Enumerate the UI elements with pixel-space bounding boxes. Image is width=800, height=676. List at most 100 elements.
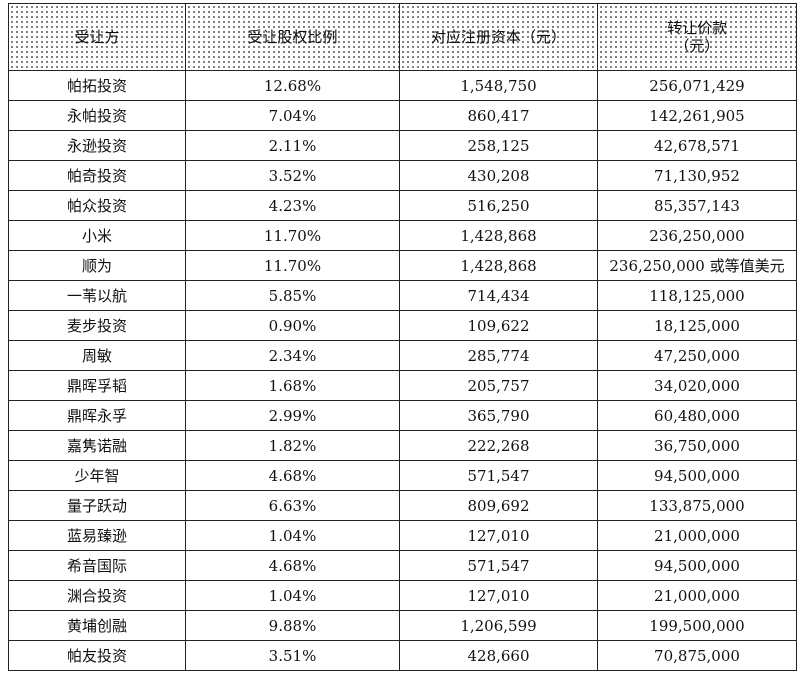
header-row: 受让方 受让股权比例 对应注册资本（元） 转让价款 （元） [8, 3, 797, 71]
cell-transfer-price: 47,250,000 [597, 340, 797, 371]
table-row: 顺为 11.70% 1,428,868 236,250,000 或等值美元 [8, 250, 797, 281]
equity-transfer-table: 受让方 受让股权比例 对应注册资本（元） 转让价款 （元） 帕拓投资 12.68% 1… [8, 3, 797, 671]
cell-transferee: 帕众投资 [8, 190, 186, 221]
cell-registered-capital: 571,547 [399, 550, 598, 581]
cell-transfer-price: 142,261,905 [597, 100, 797, 131]
cell-registered-capital: 809,692 [399, 490, 598, 521]
cell-transferee: 帕拓投资 [8, 70, 186, 101]
cell-equity-ratio: 12.68% [185, 70, 400, 101]
cell-transferee: 帕奇投资 [8, 160, 186, 191]
table-row: 蓝易臻逊 1.04% 127,010 21,000,000 [8, 520, 797, 551]
cell-equity-ratio: 11.70% [185, 250, 400, 281]
cell-equity-ratio: 2.11% [185, 130, 400, 161]
cell-transfer-price: 21,000,000 [597, 580, 797, 611]
cell-registered-capital: 516,250 [399, 190, 598, 221]
table-row: 希音国际 4.68% 571,547 94,500,000 [8, 550, 797, 581]
table-row: 麦步投资 0.90% 109,622 18,125,000 [8, 310, 797, 341]
table-row: 周敏 2.34% 285,774 47,250,000 [8, 340, 797, 371]
table-row: 帕友投资 3.51% 428,660 70,875,000 [8, 640, 797, 671]
cell-transferee: 渊合投资 [8, 580, 186, 611]
cell-registered-capital: 1,428,868 [399, 220, 598, 251]
header-label: 受让股权比例 [247, 28, 338, 46]
cell-transfer-price: 118,125,000 [597, 280, 797, 311]
cell-transferee: 顺为 [8, 250, 186, 281]
cell-registered-capital: 222,268 [399, 430, 598, 461]
cell-transfer-price: 60,480,000 [597, 400, 797, 431]
cell-registered-capital: 109,622 [399, 310, 598, 341]
cell-transferee: 嘉隽诺融 [8, 430, 186, 461]
cell-registered-capital: 1,428,868 [399, 250, 598, 281]
cell-transfer-price: 21,000,000 [597, 520, 797, 551]
cell-transfer-price: 199,500,000 [597, 610, 797, 641]
cell-transfer-price: 236,250,000 [597, 220, 797, 251]
cell-transferee: 周敏 [8, 340, 186, 371]
cell-transfer-price: 236,250,000 或等值美元 [597, 250, 797, 281]
cell-transferee: 黄埔创融 [8, 610, 186, 641]
cell-transferee: 小米 [8, 220, 186, 251]
header-label: 对应注册资本（元） [430, 28, 566, 46]
table-row: 帕奇投资 3.52% 430,208 71,130,952 [8, 160, 797, 191]
table-row: 嘉隽诺融 1.82% 222,268 36,750,000 [8, 430, 797, 461]
header-equity-ratio: 受让股权比例 [185, 3, 400, 71]
cell-equity-ratio: 1.04% [185, 520, 400, 551]
cell-transfer-price: 94,500,000 [597, 460, 797, 491]
cell-equity-ratio: 3.51% [185, 640, 400, 671]
cell-registered-capital: 258,125 [399, 130, 598, 161]
cell-transferee: 少年智 [8, 460, 186, 491]
cell-equity-ratio: 2.34% [185, 340, 400, 371]
cell-equity-ratio: 5.85% [185, 280, 400, 311]
header-label: 转让价款 [666, 19, 727, 37]
cell-registered-capital: 205,757 [399, 370, 598, 401]
table-row: 小米 11.70% 1,428,868 236,250,000 [8, 220, 797, 251]
cell-transferee: 鼎晖永孚 [8, 400, 186, 431]
table-row: 鼎晖永孚 2.99% 365,790 60,480,000 [8, 400, 797, 431]
table-row: 渊合投资 1.04% 127,010 21,000,000 [8, 580, 797, 611]
cell-registered-capital: 428,660 [399, 640, 598, 671]
cell-transfer-price: 34,020,000 [597, 370, 797, 401]
table-row: 黄埔创融 9.88% 1,206,599 199,500,000 [8, 610, 797, 641]
cell-transfer-price: 94,500,000 [597, 550, 797, 581]
cell-transferee: 鼎晖孚韬 [8, 370, 186, 401]
header-transferee: 受让方 [8, 3, 186, 71]
cell-registered-capital: 1,548,750 [399, 70, 598, 101]
cell-registered-capital: 285,774 [399, 340, 598, 371]
cell-transferee: 帕友投资 [8, 640, 186, 671]
header-unit: （元） [674, 37, 720, 55]
cell-transferee: 希音国际 [8, 550, 186, 581]
table-row: 永帕投资 7.04% 860,417 142,261,905 [8, 100, 797, 131]
cell-transfer-price: 85,357,143 [597, 190, 797, 221]
header-registered-capital: 对应注册资本（元） [399, 3, 598, 71]
cell-registered-capital: 714,434 [399, 280, 598, 311]
cell-equity-ratio: 9.88% [185, 610, 400, 641]
cell-registered-capital: 1,206,599 [399, 610, 598, 641]
table-row: 永逊投资 2.11% 258,125 42,678,571 [8, 130, 797, 161]
cell-transferee: 一苇以航 [8, 280, 186, 311]
cell-registered-capital: 860,417 [399, 100, 598, 131]
cell-transfer-price: 70,875,000 [597, 640, 797, 671]
cell-transferee: 麦步投资 [8, 310, 186, 341]
cell-transferee: 永帕投资 [8, 100, 186, 131]
table-row: 帕拓投资 12.68% 1,548,750 256,071,429 [8, 70, 797, 101]
cell-transferee: 永逊投资 [8, 130, 186, 161]
cell-transferee: 蓝易臻逊 [8, 520, 186, 551]
cell-registered-capital: 571,547 [399, 460, 598, 491]
cell-registered-capital: 365,790 [399, 400, 598, 431]
cell-equity-ratio: 0.90% [185, 310, 400, 341]
table-row: 鼎晖孚韬 1.68% 205,757 34,020,000 [8, 370, 797, 401]
cell-transfer-price: 133,875,000 [597, 490, 797, 521]
cell-equity-ratio: 6.63% [185, 490, 400, 521]
cell-equity-ratio: 1.68% [185, 370, 400, 401]
table-row: 量子跃动 6.63% 809,692 133,875,000 [8, 490, 797, 521]
header-transfer-price: 转让价款 （元） [597, 3, 797, 71]
cell-transferee: 量子跃动 [8, 490, 186, 521]
table-row: 帕众投资 4.23% 516,250 85,357,143 [8, 190, 797, 221]
cell-equity-ratio: 1.04% [185, 580, 400, 611]
cell-equity-ratio: 7.04% [185, 100, 400, 131]
cell-registered-capital: 127,010 [399, 520, 598, 551]
cell-equity-ratio: 1.82% [185, 430, 400, 461]
cell-equity-ratio: 4.68% [185, 460, 400, 491]
cell-transfer-price: 71,130,952 [597, 160, 797, 191]
cell-equity-ratio: 4.68% [185, 550, 400, 581]
cell-equity-ratio: 2.99% [185, 400, 400, 431]
cell-equity-ratio: 4.23% [185, 190, 400, 221]
